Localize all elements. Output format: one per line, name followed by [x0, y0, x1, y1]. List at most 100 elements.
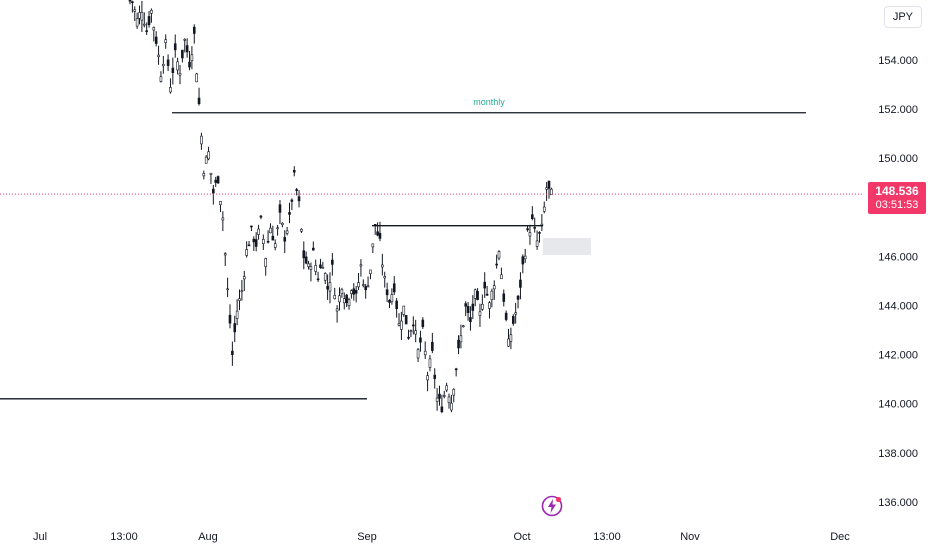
candle-body: [197, 97, 201, 105]
candle-body: [404, 315, 408, 325]
candle-body: [457, 339, 460, 349]
candle-body: [397, 323, 401, 326]
candle-body: [483, 281, 487, 289]
candle-body: [328, 282, 332, 292]
candle-body: [302, 250, 306, 259]
candle-body: [204, 156, 208, 164]
candle-body: [292, 169, 296, 173]
candle-body: [500, 274, 503, 280]
candle-body: [295, 189, 298, 191]
candle-body: [316, 278, 320, 281]
candle-body: [414, 330, 417, 335]
candle-body: [466, 306, 470, 314]
candle-body: [402, 305, 406, 315]
x-tick-label: 13:00: [110, 531, 138, 543]
candle-body: [371, 243, 375, 248]
candle-body: [309, 266, 313, 270]
candle-body: [140, 12, 144, 21]
price-series: [128, 0, 553, 414]
candle-body: [128, 0, 132, 2]
candle-body: [297, 196, 301, 202]
candle-body: [159, 76, 163, 82]
candle-body: [354, 290, 358, 294]
candle-body: [323, 273, 327, 281]
candle-body: [162, 64, 165, 67]
candle-body: [509, 334, 513, 342]
candle-body: [252, 238, 256, 243]
candle-body: [147, 16, 151, 26]
candle-body: [269, 227, 272, 234]
y-tick-label: 138.000: [878, 448, 918, 460]
candle-body: [226, 288, 229, 291]
level-label-monthly: monthly: [473, 97, 505, 107]
candle-body: [247, 244, 251, 247]
candle-body: [461, 325, 465, 328]
candle-body: [259, 215, 263, 218]
candle-body: [142, 23, 146, 26]
candle-body: [476, 291, 479, 300]
candle-body: [431, 341, 434, 351]
candle-body: [135, 18, 139, 27]
candle-body: [235, 310, 239, 319]
level-lines: [0, 112, 806, 400]
candle-body: [450, 402, 453, 411]
lightning-icon[interactable]: [541, 495, 563, 517]
candle-body: [395, 300, 398, 309]
candle-body: [307, 263, 310, 267]
candle-body: [283, 237, 287, 242]
candle-body: [421, 319, 425, 328]
candle-body: [400, 320, 403, 330]
candle-body: [392, 283, 396, 293]
candle-body: [447, 396, 451, 403]
candle-body: [550, 188, 553, 196]
candle-body: [390, 294, 394, 303]
x-tick-label: Aug: [198, 531, 218, 543]
x-tick-label: Dec: [830, 531, 850, 543]
candle-body: [254, 239, 258, 247]
candle-body: [388, 299, 391, 303]
candle-body: [533, 227, 537, 229]
candle-body: [185, 45, 189, 53]
candle-body: [511, 316, 515, 324]
candle-body: [171, 67, 175, 73]
candle-body: [485, 293, 489, 296]
candle-body: [459, 335, 463, 343]
candle-body: [150, 10, 153, 14]
candle-body: [233, 323, 237, 333]
candle-body: [157, 54, 160, 58]
candle-body: [228, 314, 232, 324]
y-tick-label: 152.000: [878, 104, 918, 116]
candle-body: [531, 214, 534, 219]
candle-body: [521, 256, 525, 265]
candle-body: [319, 264, 322, 268]
candle-body: [412, 324, 415, 327]
candle-body: [423, 350, 427, 356]
candle-body: [426, 375, 429, 381]
candle-body: [331, 259, 334, 265]
candle-body: [445, 385, 448, 391]
candle-body: [433, 374, 437, 379]
candle-body: [383, 276, 387, 279]
candle-body: [428, 358, 432, 368]
candle-body: [442, 395, 446, 397]
candle-body: [497, 251, 501, 259]
candle-body: [409, 330, 413, 332]
candle-body: [262, 239, 265, 244]
candle-body: [216, 176, 220, 184]
y-tick-label: 146.000: [878, 251, 918, 263]
y-axis: 154.000152.000150.000148.000146.000144.0…: [878, 55, 918, 509]
candle-body: [173, 43, 177, 51]
y-tick-label: 136.000: [878, 497, 918, 509]
candle-body: [516, 295, 520, 300]
candle-body: [335, 308, 339, 312]
candle-body: [545, 187, 548, 190]
candle-body: [385, 289, 389, 296]
x-tick-label: Jul: [33, 531, 47, 543]
candle-body: [538, 232, 541, 234]
candle-body: [507, 338, 510, 347]
currency-badge[interactable]: JPY: [883, 6, 922, 28]
candle-body: [452, 389, 456, 396]
candle-body: [481, 304, 484, 310]
candle-body: [281, 222, 284, 226]
